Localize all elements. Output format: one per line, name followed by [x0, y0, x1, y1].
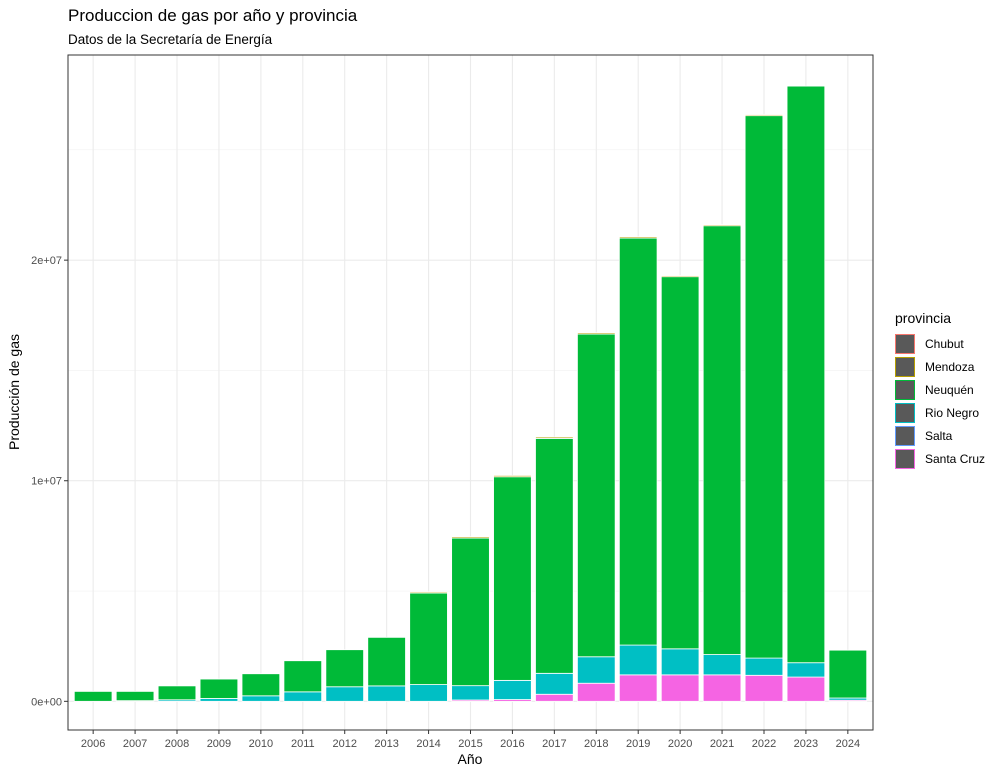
bar-2018-santa-cruz [577, 682, 616, 702]
x-tick-label: 2014 [416, 738, 440, 750]
x-axis-label: Año [458, 751, 483, 767]
x-tick-label: 2019 [626, 738, 650, 750]
bar-2007-neuquen [115, 690, 155, 702]
bar-2014-neuquen [409, 592, 448, 685]
bar-2015-rio-negro [451, 685, 490, 701]
bar-2017-mendoza [535, 436, 574, 439]
bar-2018-mendoza [577, 332, 616, 335]
x-tick-label: 2010 [249, 738, 273, 750]
bar-2006-neuquen [73, 690, 113, 702]
x-tick-label: 2023 [794, 738, 818, 750]
bar-2009-neuquen [199, 678, 239, 699]
legend-label-santa-cruz: Santa Cruz [925, 451, 986, 466]
bar-2015-neuquen [451, 537, 490, 687]
bar-2012-neuquen [325, 649, 364, 688]
bar-2013-neuquen [367, 636, 406, 687]
bar-2020-neuquen [660, 276, 700, 650]
bar-2016-mendoza [493, 475, 532, 478]
bar-2022-rio-negro [744, 657, 784, 676]
y-tick-label: 2e+07 [31, 255, 62, 267]
bar-2010-rio-negro [241, 695, 281, 702]
legend-item-chubut: Chubut [895, 332, 985, 355]
legend-item-rio-negro: Rio Negro [895, 401, 985, 424]
x-tick-label: 2011 [291, 738, 315, 750]
legend-item-mendoza: Mendoza [895, 355, 985, 378]
bar-2017-santa-cruz [535, 693, 574, 702]
bar-2015-mendoza [451, 536, 490, 539]
legend-label-rio-negro: Rio Negro [925, 405, 980, 420]
bar-2008-neuquen [157, 685, 197, 701]
bar-layer [73, 85, 868, 702]
legend-label-chubut: Chubut [925, 336, 964, 351]
bar-2020-mendoza [660, 275, 700, 278]
legend-key-santa-cruz [895, 448, 915, 469]
bar-2020-santa-cruz [660, 674, 700, 702]
x-tick-label: 2009 [207, 738, 231, 750]
x-tick-label: 2013 [374, 738, 398, 750]
bar-2017-neuquen [535, 437, 574, 674]
x-tick-label: 2024 [836, 738, 860, 750]
legend-key-salta [895, 425, 915, 446]
legend-label-neuquen: Neuquén [925, 382, 974, 397]
x-tick-label: 2022 [752, 738, 776, 750]
chart-subtitle: Datos de la Secretaría de Energía [68, 32, 273, 47]
bar-2017-rio-negro [535, 672, 574, 695]
bar-2010-neuquen [241, 673, 281, 697]
bar-2019-santa-cruz [618, 674, 658, 702]
bar-2023-neuquen [786, 85, 826, 664]
bar-2014-rio-negro [409, 684, 448, 702]
bar-2023-rio-negro [786, 662, 826, 678]
bar-2009-rio-negro [199, 698, 239, 702]
y-axis-label: Producción de gas [6, 334, 22, 450]
axis-layer: 0e+00 1e+07 2e+07 2006 2007 2008 2009 2010 2011 2… [31, 255, 860, 750]
bar-2019-neuquen [618, 237, 658, 646]
legend-title: provincia [895, 310, 952, 326]
bar-2024-neuquen [828, 649, 868, 699]
bar-2021-neuquen [702, 225, 742, 655]
legend-item-neuquen: Neuquén [895, 378, 985, 401]
bar-2014-mendoza [409, 591, 448, 594]
bar-2019-mendoza [618, 236, 658, 239]
bar-2019-rio-negro [618, 644, 658, 676]
x-tick-label: 2015 [458, 738, 482, 750]
bar-2020-rio-negro [660, 648, 700, 676]
x-tick-label: 2021 [710, 738, 734, 750]
x-tick-label: 2012 [332, 738, 356, 750]
bar-2018-rio-negro [577, 656, 616, 684]
x-tick-label: 2006 [81, 738, 105, 750]
bar-2022-mendoza [744, 114, 784, 117]
legend-item-santa-cruz: Santa Cruz [895, 447, 985, 470]
bar-2022-neuquen [744, 115, 784, 659]
x-tick-label: 2018 [584, 738, 608, 750]
legend-key-mendoza [895, 356, 915, 377]
legend-label-salta: Salta [925, 428, 953, 443]
y-tick-label: 0e+00 [31, 696, 62, 708]
bar-2016-neuquen [493, 476, 532, 681]
legend-item-salta: Salta [895, 424, 985, 447]
x-tick-label: 2020 [668, 738, 692, 750]
bar-2021-rio-negro [702, 654, 742, 676]
x-tick-label: 2007 [123, 738, 147, 750]
bar-2021-mendoza [702, 224, 742, 227]
x-tick-label: 2016 [500, 738, 524, 750]
bar-2013-rio-negro [367, 685, 406, 702]
bar-2016-rio-negro [493, 679, 532, 700]
y-tick-label: 1e+07 [31, 476, 62, 488]
bar-2023-santa-cruz [786, 676, 826, 702]
bar-2012-rio-negro [325, 686, 364, 702]
bar-2022-santa-cruz [744, 674, 784, 702]
legend: provincia Chubut Mendoza Neuquén Rio Neg… [895, 310, 985, 470]
bar-2021-santa-cruz [702, 674, 742, 702]
chart-title: Produccion de gas por año y provincia [68, 6, 358, 25]
bar-2011-rio-negro [283, 691, 323, 702]
legend-key-chubut [895, 333, 915, 354]
x-tick-label: 2008 [165, 738, 189, 750]
legend-label-mendoza: Mendoza [925, 359, 975, 374]
bar-2011-neuquen [283, 660, 323, 693]
bar-2018-neuquen [577, 333, 616, 658]
legend-key-rio-negro [895, 402, 915, 423]
legend-key-neuquen [895, 379, 915, 400]
x-tick-label: 2017 [542, 738, 566, 750]
